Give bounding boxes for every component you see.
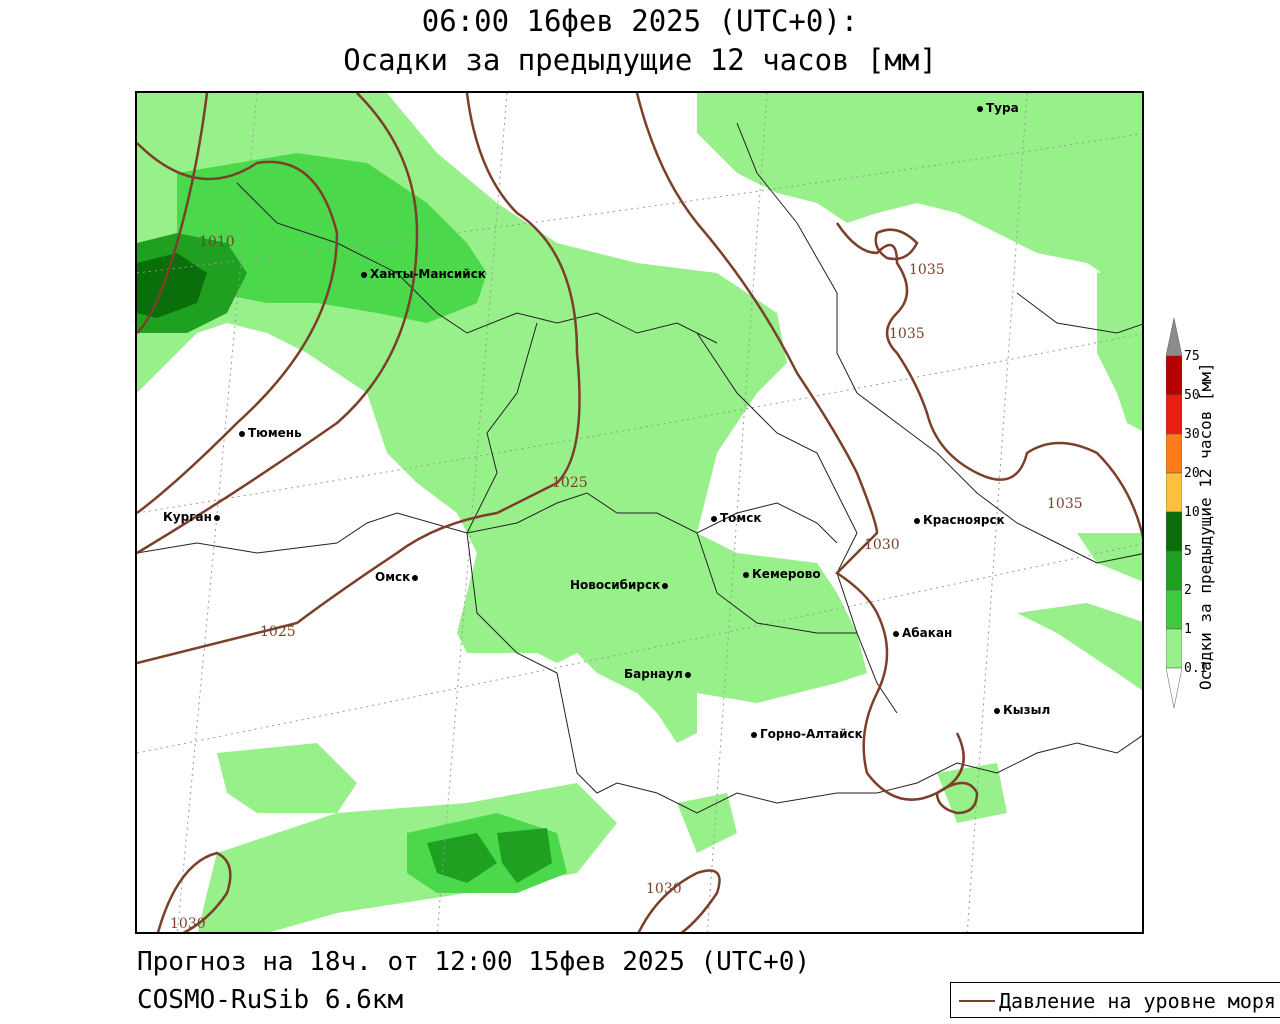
colorbar-segment xyxy=(1166,433,1182,474)
city-label: Томск xyxy=(711,511,762,525)
city-label: Абакан xyxy=(893,626,952,640)
city-marker-icon xyxy=(743,571,749,578)
colorbar-segment xyxy=(1166,589,1182,630)
colorbar-segment xyxy=(1166,511,1182,552)
isobar-label: 1025 xyxy=(552,475,588,491)
city-name: Барнаул xyxy=(624,667,683,681)
city-label: Новосибирск xyxy=(570,578,671,592)
colorbar-segment xyxy=(1166,472,1182,513)
city-name: Томск xyxy=(720,511,762,525)
colorbar-segment xyxy=(1166,628,1182,669)
precipitation-map: 1010 1025 1025 1030 1030 1030 1035 1035 … xyxy=(135,91,1144,934)
city-marker-icon xyxy=(213,514,220,521)
isobars xyxy=(137,93,1142,932)
colorbar-bottom-triangle xyxy=(1166,667,1182,709)
city-marker-icon xyxy=(914,517,920,524)
isobar-legend-label: Давление на уровне моря xyxy=(999,989,1276,1013)
city-label: Тюмень xyxy=(239,426,302,440)
colorbar-tick: 50 xyxy=(1184,388,1200,403)
colorbar-tick: 75 xyxy=(1184,349,1200,364)
city-name: Кемерово xyxy=(752,567,821,581)
city-marker-icon xyxy=(361,271,367,278)
isobar-label: 1030 xyxy=(170,916,206,932)
city-name: Тура xyxy=(986,101,1019,115)
colorbar-segment xyxy=(1166,394,1182,435)
map-title-time: 06:00 16фев 2025 (UTC+0): xyxy=(421,4,859,38)
city-marker-icon xyxy=(977,105,983,112)
colorbar xyxy=(1166,318,1182,709)
colorbar-tick: 10 xyxy=(1184,505,1200,520)
isobar-legend: Давление на уровне моря xyxy=(950,982,1280,1018)
forecast-info: Прогноз на 18ч. от 12:00 15фев 2025 (UTC… xyxy=(137,947,811,977)
colorbar-segment xyxy=(1166,355,1182,396)
city-label: Красноярск xyxy=(914,513,1005,527)
city-label: Тура xyxy=(977,101,1019,115)
isobar-label: 1030 xyxy=(646,881,682,897)
city-name: Абакан xyxy=(902,626,953,640)
city-label: Кемерово xyxy=(743,567,821,581)
colorbar-tick: 1 xyxy=(1184,622,1192,637)
colorbar-top-triangle xyxy=(1166,318,1182,357)
map-title-variable: Осадки за предыдущие 12 часов [мм] xyxy=(343,43,937,77)
city-label: Омск xyxy=(375,570,421,584)
isobar-label: 1035 xyxy=(889,326,925,342)
city-label: Ханты-Мансийск xyxy=(361,267,486,281)
isobar-label: 1035 xyxy=(909,262,945,278)
city-marker-icon xyxy=(893,630,899,637)
city-marker-icon xyxy=(711,515,717,522)
city-name: Красноярск xyxy=(923,513,1005,527)
colorbar-segment xyxy=(1166,550,1182,591)
city-name: Омск xyxy=(375,570,411,584)
city-label: Горно-Алтайск xyxy=(751,727,863,741)
colorbar-title: Осадки за предыдущие 12 часов [мм] xyxy=(1196,362,1215,690)
city-label: Барнаул xyxy=(624,667,694,681)
city-marker-icon xyxy=(412,574,419,581)
city-label: Курган xyxy=(163,510,223,524)
city-name: Кызыл xyxy=(1003,703,1051,717)
city-label: Кызыл xyxy=(994,703,1050,717)
isobar-label: 1010 xyxy=(199,234,235,250)
city-name: Курган xyxy=(163,510,212,524)
colorbar-tick: 0.1 xyxy=(1184,661,1208,676)
isobar-label: 1025 xyxy=(260,624,296,640)
city-marker-icon xyxy=(662,582,669,589)
colorbar-tick: 30 xyxy=(1184,427,1200,442)
colorbar-tick: 2 xyxy=(1184,583,1192,598)
colorbar-tick: 5 xyxy=(1184,544,1192,559)
precip-very-heavy xyxy=(137,253,207,318)
isobar-label: 1035 xyxy=(1047,496,1083,512)
isobar-line-icon xyxy=(959,1000,995,1002)
model-name: COSMO-RuSib 6.6км xyxy=(137,985,404,1015)
city-name: Тюмень xyxy=(248,426,302,440)
city-marker-icon xyxy=(684,671,691,678)
isobar-label: 1030 xyxy=(864,537,900,553)
city-name: Новосибирск xyxy=(570,578,661,592)
map-canvas xyxy=(137,93,1142,932)
admin-borders xyxy=(137,122,1142,814)
city-name: Ханты-Мансийск xyxy=(370,267,486,281)
city-marker-icon xyxy=(239,430,245,437)
colorbar-tick: 20 xyxy=(1184,466,1200,481)
city-name: Горно-Алтайск xyxy=(760,727,863,741)
city-marker-icon xyxy=(751,731,757,738)
city-marker-icon xyxy=(994,707,1000,714)
